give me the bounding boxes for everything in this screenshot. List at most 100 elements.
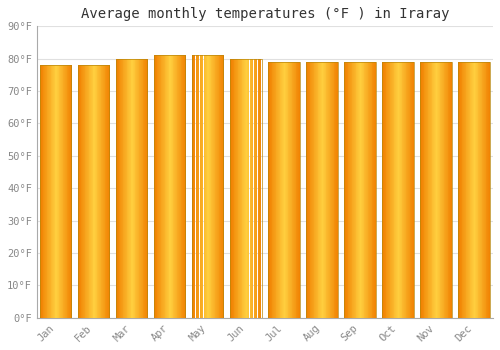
Bar <box>201 55 202 318</box>
Bar <box>451 62 452 318</box>
Bar <box>311 62 312 318</box>
Bar <box>351 62 352 318</box>
Bar <box>330 62 331 318</box>
Bar <box>427 62 428 318</box>
Bar <box>42 65 43 318</box>
Bar <box>247 59 248 318</box>
Bar <box>200 55 201 318</box>
Bar <box>447 62 448 318</box>
Bar <box>192 55 193 318</box>
Bar <box>439 62 440 318</box>
Bar <box>461 62 462 318</box>
Bar <box>321 62 322 318</box>
Bar <box>345 62 346 318</box>
Bar <box>273 62 274 318</box>
Bar <box>465 62 466 318</box>
Bar <box>357 62 358 318</box>
Bar <box>331 62 332 318</box>
Bar <box>154 55 186 318</box>
Bar <box>56 65 57 318</box>
Bar <box>298 62 300 318</box>
Bar <box>391 62 392 318</box>
Bar <box>205 55 206 318</box>
Bar <box>212 55 213 318</box>
Bar <box>124 59 125 318</box>
Bar <box>363 62 364 318</box>
Bar <box>277 62 278 318</box>
Bar <box>333 62 334 318</box>
Bar <box>54 65 56 318</box>
Bar <box>462 62 463 318</box>
Bar <box>210 55 212 318</box>
Bar <box>481 62 482 318</box>
Bar <box>353 62 354 318</box>
Bar <box>438 62 439 318</box>
Bar <box>347 62 348 318</box>
Bar <box>230 59 231 318</box>
Bar <box>156 55 158 318</box>
Bar <box>482 62 483 318</box>
Bar <box>398 62 399 318</box>
Bar <box>475 62 476 318</box>
Bar <box>483 62 484 318</box>
Bar <box>428 62 429 318</box>
Bar <box>310 62 311 318</box>
Bar <box>198 55 200 318</box>
Bar <box>80 65 82 318</box>
Bar <box>286 62 288 318</box>
Bar <box>87 65 88 318</box>
Bar <box>390 62 391 318</box>
Bar <box>395 62 396 318</box>
Bar <box>413 62 414 318</box>
Bar <box>256 59 258 318</box>
Bar <box>443 62 444 318</box>
Bar <box>423 62 424 318</box>
Bar <box>396 62 397 318</box>
Bar <box>468 62 469 318</box>
Bar <box>407 62 408 318</box>
Bar <box>337 62 338 318</box>
Bar <box>116 59 117 318</box>
Bar <box>104 65 106 318</box>
Bar <box>272 62 273 318</box>
Bar <box>96 65 98 318</box>
Bar <box>260 59 262 318</box>
Bar <box>319 62 320 318</box>
Bar <box>259 59 260 318</box>
Bar <box>95 65 96 318</box>
Bar <box>136 59 137 318</box>
Bar <box>255 59 256 318</box>
Bar <box>84 65 86 318</box>
Bar <box>369 62 370 318</box>
Bar <box>344 62 376 318</box>
Bar <box>182 55 183 318</box>
Bar <box>292 62 293 318</box>
Bar <box>446 62 447 318</box>
Bar <box>142 59 144 318</box>
Bar <box>399 62 400 318</box>
Bar <box>126 59 128 318</box>
Bar <box>86 65 87 318</box>
Bar <box>129 59 130 318</box>
Bar <box>314 62 315 318</box>
Bar <box>268 62 300 318</box>
Bar <box>108 65 110 318</box>
Bar <box>174 55 175 318</box>
Bar <box>62 65 64 318</box>
Bar <box>373 62 374 318</box>
Bar <box>408 62 409 318</box>
Bar <box>164 55 166 318</box>
Bar <box>374 62 375 318</box>
Bar <box>179 55 180 318</box>
Bar <box>335 62 336 318</box>
Bar <box>239 59 240 318</box>
Bar <box>329 62 330 318</box>
Bar <box>100 65 102 318</box>
Bar <box>460 62 461 318</box>
Bar <box>282 62 284 318</box>
Bar <box>193 55 194 318</box>
Bar <box>78 65 79 318</box>
Bar <box>392 62 393 318</box>
Bar <box>45 65 46 318</box>
Bar <box>141 59 142 318</box>
